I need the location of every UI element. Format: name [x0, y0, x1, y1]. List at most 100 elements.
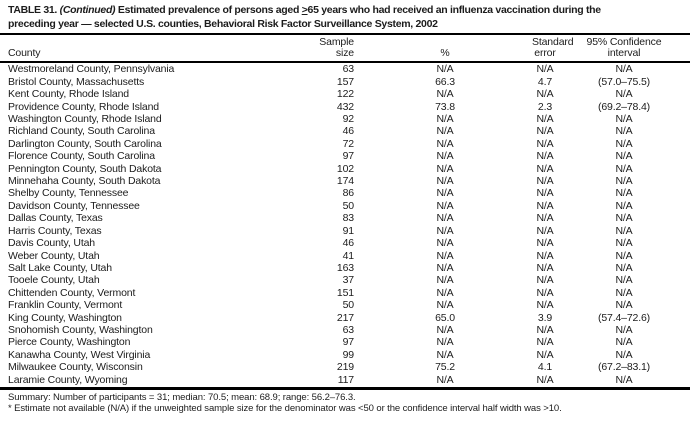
table-row: Chittenden County, Vermont 151 N/A N/A N…: [0, 287, 690, 299]
cell-standard-error: N/A: [536, 137, 554, 150]
cell-county-name: Milwaukee County, Wisconsin: [8, 361, 143, 374]
table-row: Florence County, South Carolina 97 N/A N…: [0, 150, 690, 162]
cell-sample-size: 163: [336, 261, 354, 274]
table-row: Salt Lake County, Utah 163 N/A N/A N/A: [0, 262, 690, 274]
cell-county-name: Davis County, Utah: [8, 237, 95, 250]
cell-sample-size: 122: [336, 88, 354, 101]
cell-county-name: Richland County, South Carolina: [8, 125, 155, 138]
cell-confidence-interval: (69.2–78.4): [597, 100, 651, 113]
cell-sample-size: 432: [336, 100, 354, 113]
cell-county-name: Shelby County, Tennessee: [8, 187, 129, 200]
cell-county-name: Weber County, Utah: [8, 249, 100, 262]
col-header-sample: Sample: [319, 36, 354, 48]
cell-sample-size: 151: [336, 286, 354, 299]
table-row: Bristol County, Massachusetts 157 66.3 4…: [0, 76, 690, 88]
cell-standard-error: N/A: [536, 274, 554, 287]
title-text-line1-post: 65 years who had received an influenza v…: [307, 4, 602, 16]
cell-sample-size: 97: [342, 336, 355, 349]
summary-line: Summary: Number of participants = 31; me…: [8, 391, 356, 403]
cell-percent: N/A: [436, 286, 454, 299]
cell-standard-error: N/A: [536, 113, 554, 126]
continued-label: (Continued): [59, 4, 116, 16]
cell-sample-size: 219: [336, 361, 354, 374]
table-title: TABLE 31. (Continued) Estimated prevalen…: [8, 4, 686, 31]
cell-confidence-interval: N/A: [615, 224, 633, 237]
cell-county-name: Salt Lake County, Utah: [8, 261, 112, 274]
cell-confidence-interval: N/A: [615, 212, 633, 225]
cell-percent: N/A: [436, 224, 454, 237]
cell-county-name: Kanawha County, West Virginia: [8, 348, 151, 361]
col-header-county: County: [8, 47, 41, 60]
cell-county-name: Minnehaha County, South Dakota: [8, 175, 161, 188]
cell-standard-error: N/A: [536, 249, 554, 262]
cell-sample-size: 41: [342, 249, 355, 262]
cell-county-name: Tooele County, Utah: [8, 274, 100, 287]
cell-percent: 75.2: [435, 361, 455, 374]
cell-sample-size: 117: [337, 373, 354, 386]
table-row: Weber County, Utah 41 N/A N/A N/A: [0, 250, 690, 262]
table-row: Pennington County, South Dakota 102 N/A …: [0, 163, 690, 175]
cell-percent: N/A: [436, 373, 454, 386]
col-header-confidence: 95% Confidence: [586, 36, 662, 48]
title-divider-rule: [0, 33, 690, 35]
header-spacer: [0, 37, 280, 48]
header-row-1: Sample Standard 95% Confidence: [0, 36, 690, 48]
cell-percent: N/A: [436, 187, 454, 200]
cell-county-name: Bristol County, Massachusetts: [8, 75, 145, 88]
cell-percent: N/A: [436, 175, 454, 188]
table-row: Tooele County, Utah 37 N/A N/A N/A: [0, 274, 690, 286]
cell-sample-size: 50: [342, 199, 355, 212]
cell-sample-size: 83: [342, 212, 355, 225]
cell-sample-size: 99: [342, 348, 355, 361]
cell-percent: N/A: [436, 237, 454, 250]
footnote-line: * Estimate not available (N/A) if the un…: [8, 403, 562, 415]
cell-confidence-interval: N/A: [615, 249, 633, 262]
table-row: Harris County, Texas 91 N/A N/A N/A: [0, 225, 690, 237]
cell-county-name: Washington County, Rhode Island: [8, 113, 162, 126]
col-header-standard: Standard: [532, 36, 574, 48]
cell-percent: N/A: [436, 323, 454, 336]
cell-confidence-interval: N/A: [615, 113, 633, 126]
cell-percent: N/A: [436, 199, 454, 212]
cell-standard-error: N/A: [536, 336, 554, 349]
cell-confidence-interval: N/A: [615, 348, 633, 361]
col-header-percent: %: [440, 47, 450, 60]
cell-county-name: Pierce County, Washington: [8, 336, 131, 349]
cell-percent: N/A: [436, 88, 454, 101]
cell-confidence-interval: (57.4–72.6): [597, 311, 651, 324]
cell-confidence-interval: (57.0–75.5): [597, 75, 651, 88]
cell-county-name: Florence County, South Carolina: [8, 150, 155, 163]
cell-sample-size: 86: [342, 187, 355, 200]
col-header-size: size: [335, 47, 354, 60]
cell-confidence-interval: N/A: [615, 373, 633, 386]
cell-sample-size: 72: [342, 137, 355, 150]
cell-sample-size: 97: [342, 150, 355, 163]
cell-standard-error: N/A: [536, 224, 554, 237]
cell-percent: N/A: [436, 348, 454, 361]
cell-sample-size: 174: [336, 175, 354, 188]
cell-confidence-interval: N/A: [615, 299, 633, 312]
cell-confidence-interval: N/A: [615, 88, 633, 101]
cell-county-name: Darlington County, South Carolina: [8, 137, 162, 150]
table-row: Providence County, Rhode Island 432 73.8…: [0, 101, 690, 113]
cell-standard-error: N/A: [536, 187, 554, 200]
title-text-line1-pre: Estimated prevalence of persons aged: [117, 4, 300, 16]
cell-county-name: Westmoreland County, Pennsylvania: [8, 63, 175, 76]
cell-standard-error: N/A: [536, 299, 554, 312]
table-row: King County, Washington 217 65.0 3.9 (57…: [0, 312, 690, 324]
cell-standard-error: 2.3: [537, 100, 553, 113]
cell-percent: N/A: [436, 212, 454, 225]
cell-standard-error: N/A: [536, 286, 554, 299]
table-row: Washington County, Rhode Island 92 N/A N…: [0, 113, 690, 125]
cell-standard-error: 4.7: [537, 75, 553, 88]
table-row: Westmoreland County, Pennsylvania 63 N/A…: [0, 63, 690, 75]
cell-percent: N/A: [436, 137, 454, 150]
table-row: Shelby County, Tennessee 86 N/A N/A N/A: [0, 187, 690, 199]
table-row: Pierce County, Washington 97 N/A N/A N/A: [0, 336, 690, 348]
cell-standard-error: N/A: [536, 88, 554, 101]
cell-county-name: Pennington County, South Dakota: [8, 162, 162, 175]
cell-confidence-interval: N/A: [615, 336, 633, 349]
table-row: Kanawha County, West Virginia 99 N/A N/A…: [0, 349, 690, 361]
cell-percent: N/A: [436, 125, 454, 138]
cell-county-name: Chittenden County, Vermont: [8, 286, 136, 299]
